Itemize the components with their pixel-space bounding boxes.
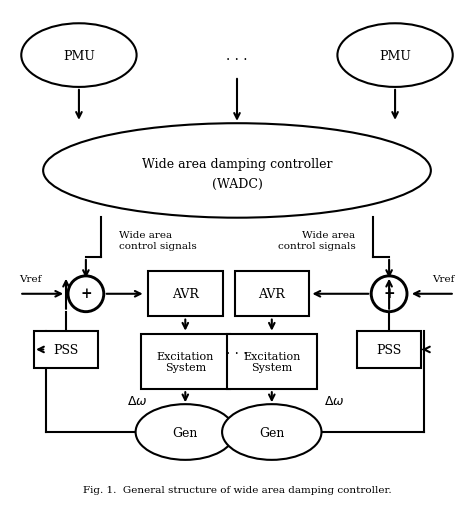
- Text: Vref: Vref: [19, 274, 42, 283]
- Bar: [148, 272, 223, 317]
- Ellipse shape: [222, 405, 321, 460]
- Text: Vref: Vref: [432, 274, 455, 283]
- Text: PMU: PMU: [63, 49, 95, 63]
- Ellipse shape: [136, 405, 235, 460]
- Bar: [235, 272, 309, 317]
- Text: Wide area
control signals: Wide area control signals: [118, 230, 196, 251]
- Text: PSS: PSS: [54, 343, 79, 356]
- Text: Gen: Gen: [259, 426, 284, 439]
- Ellipse shape: [43, 124, 431, 218]
- Text: +: +: [383, 286, 395, 300]
- Text: PSS: PSS: [376, 343, 402, 356]
- Text: Wide area damping controller: Wide area damping controller: [142, 158, 332, 171]
- Ellipse shape: [21, 24, 137, 88]
- Text: PMU: PMU: [379, 49, 411, 63]
- Text: Excitation
System: Excitation System: [243, 351, 301, 373]
- Bar: [141, 334, 230, 389]
- Text: +: +: [80, 286, 91, 300]
- Text: $\Delta\omega$: $\Delta\omega$: [127, 394, 147, 407]
- Text: Fig. 1.  General structure of wide area damping controller.: Fig. 1. General structure of wide area d…: [82, 485, 392, 494]
- Text: (WADC): (WADC): [211, 178, 263, 190]
- Circle shape: [371, 276, 407, 312]
- Text: Excitation
System: Excitation System: [156, 351, 214, 373]
- Text: AVR: AVR: [172, 288, 199, 300]
- Text: $\Delta\omega$: $\Delta\omega$: [325, 394, 345, 407]
- Bar: [357, 331, 421, 369]
- Text: . . .: . . .: [226, 343, 248, 357]
- Text: . . .: . . .: [226, 49, 248, 63]
- Text: Wide area
control signals: Wide area control signals: [278, 230, 356, 251]
- Circle shape: [68, 276, 104, 312]
- Ellipse shape: [337, 24, 453, 88]
- Text: AVR: AVR: [258, 288, 285, 300]
- Bar: [227, 334, 317, 389]
- Bar: [34, 331, 98, 369]
- Text: Gen: Gen: [173, 426, 198, 439]
